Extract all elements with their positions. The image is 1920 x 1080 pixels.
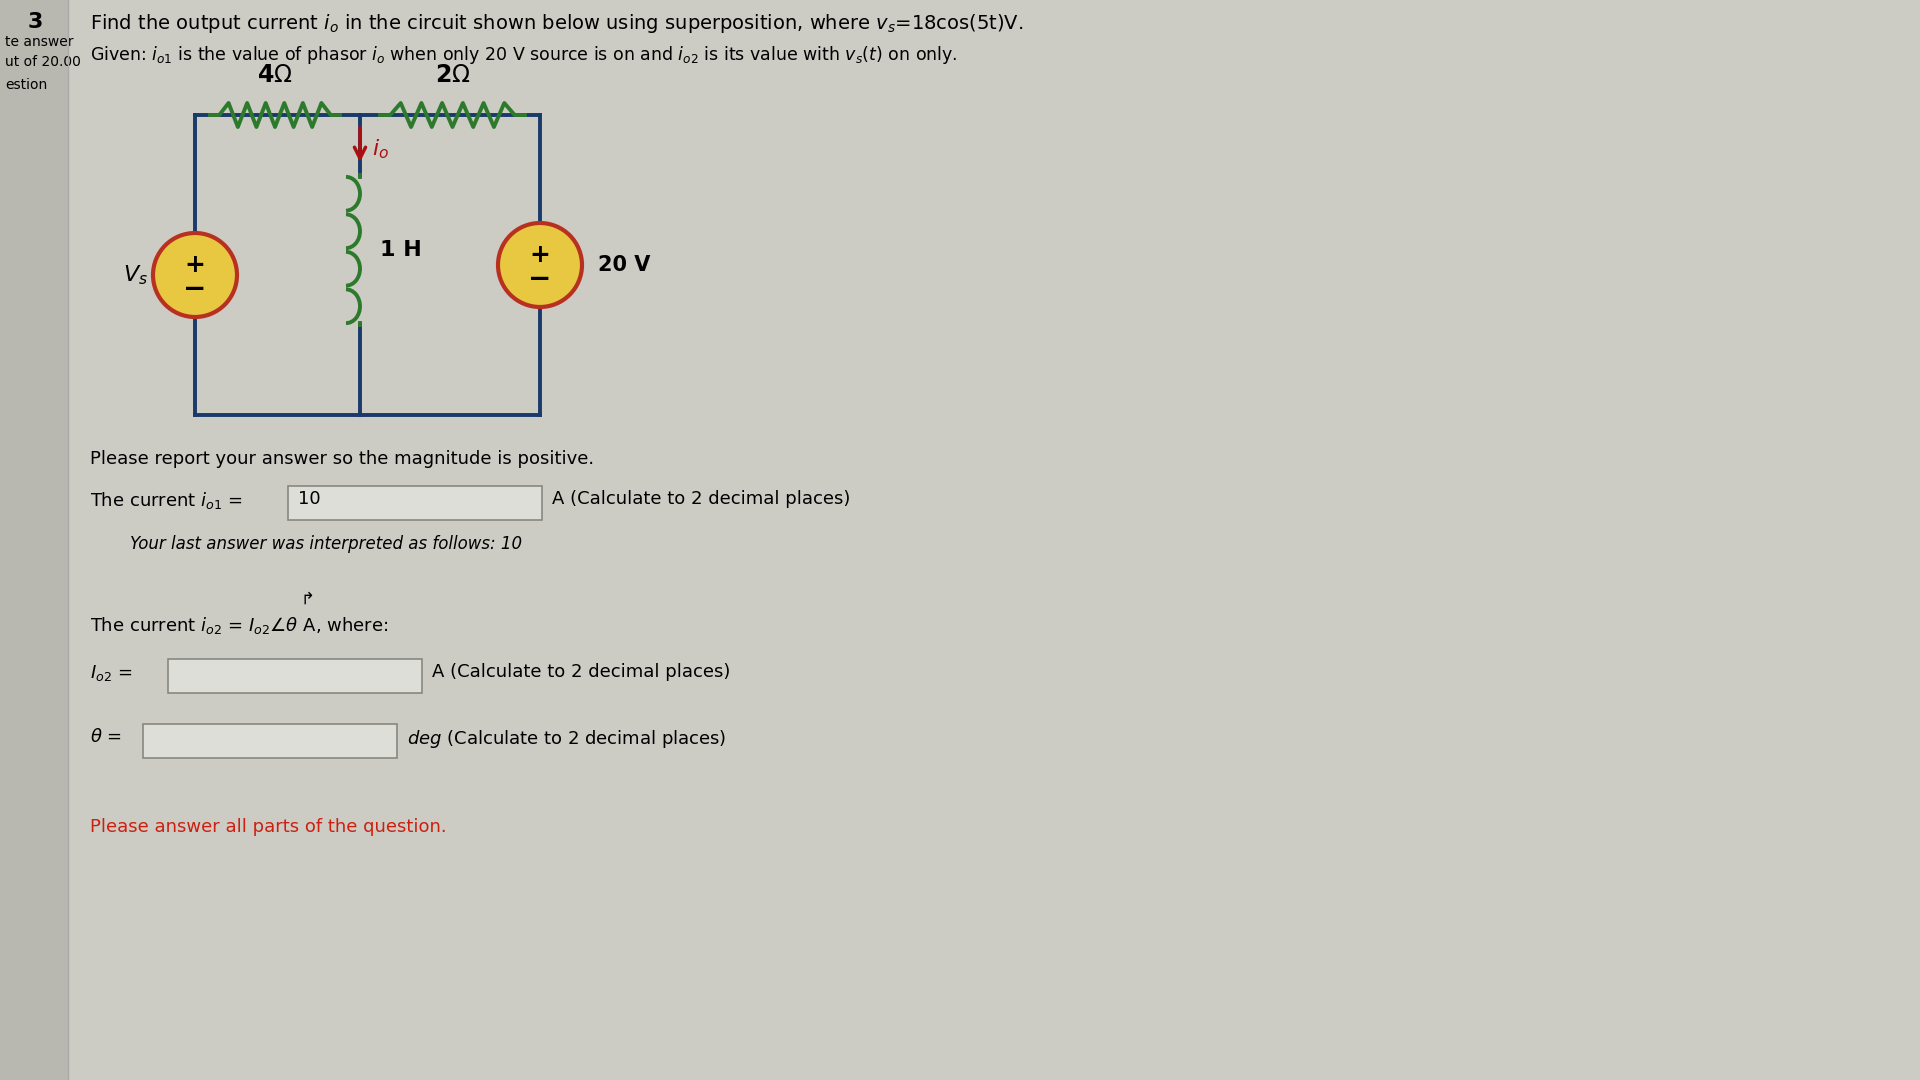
Text: The current $i_{o1}$ =: The current $i_{o1}$ = (90, 490, 244, 511)
Bar (0, 0, 67, 1080)
Text: $deg$ (Calculate to 2 decimal places): $deg$ (Calculate to 2 decimal places) (407, 728, 726, 750)
Text: Please report your answer so the magnitude is positive.: Please report your answer so the magnitu… (90, 450, 593, 468)
Text: Given: $i_{o1}$ is the value of phasor $i_o$ when only 20 V source is on and $i_: Given: $i_{o1}$ is the value of phasor $… (90, 44, 958, 66)
Text: 4$\Omega$: 4$\Omega$ (257, 63, 292, 87)
Text: A (Calculate to 2 decimal places): A (Calculate to 2 decimal places) (432, 663, 730, 681)
FancyBboxPatch shape (169, 659, 422, 693)
Text: −: − (184, 275, 207, 303)
Text: 10: 10 (298, 490, 321, 508)
Text: Your last answer was interpreted as follows: 10: Your last answer was interpreted as foll… (131, 535, 522, 553)
Text: $i_o$: $i_o$ (372, 137, 390, 161)
Text: estion: estion (6, 78, 48, 92)
Text: 3: 3 (27, 12, 42, 32)
Circle shape (154, 233, 236, 318)
Text: Find the output current $i_o$ in the circuit shown below using superposition, wh: Find the output current $i_o$ in the cir… (90, 12, 1023, 35)
FancyBboxPatch shape (288, 486, 541, 519)
Text: 20 V: 20 V (597, 255, 651, 275)
Text: 2$\Omega$: 2$\Omega$ (434, 63, 470, 87)
Text: −: − (528, 265, 551, 293)
FancyBboxPatch shape (142, 724, 397, 758)
Text: ↱: ↱ (300, 590, 313, 608)
Text: +: + (530, 243, 551, 267)
Text: $V_s$: $V_s$ (123, 264, 148, 287)
Text: A (Calculate to 2 decimal places): A (Calculate to 2 decimal places) (553, 490, 851, 508)
Text: The current $i_{o2}$ = $I_{o2}\angle\theta$ A, where:: The current $i_{o2}$ = $I_{o2}\angle\the… (90, 615, 388, 636)
Text: te answer: te answer (6, 35, 73, 49)
Text: +: + (184, 253, 205, 276)
Text: Please answer all parts of the question.: Please answer all parts of the question. (90, 818, 447, 836)
Text: 1 H: 1 H (380, 240, 422, 260)
Text: ut of 20.00: ut of 20.00 (6, 55, 81, 69)
Circle shape (497, 222, 582, 307)
Text: $I_{o2}$ =: $I_{o2}$ = (90, 663, 134, 683)
Text: $\theta$ =: $\theta$ = (90, 728, 123, 746)
